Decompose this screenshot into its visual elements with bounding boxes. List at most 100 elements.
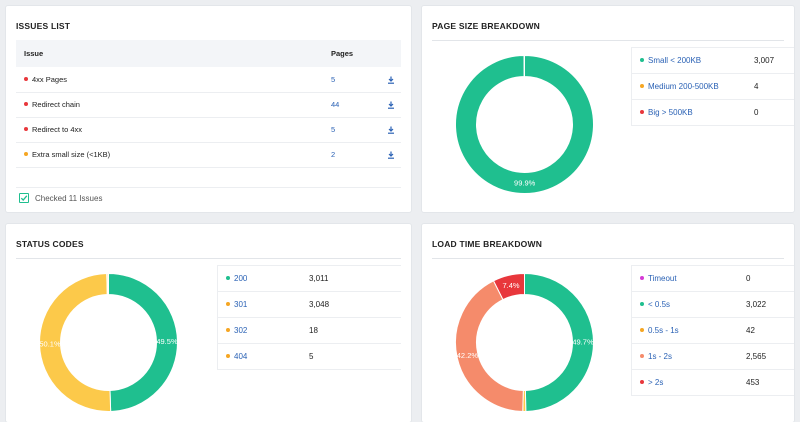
legend-value: 3,022	[746, 291, 794, 318]
legend-color-dot-icon	[640, 353, 644, 358]
legend-value: 5	[309, 343, 401, 370]
issue-label[interactable]: Redirect to 4xx	[32, 125, 83, 134]
issue-label[interactable]: Redirect chain	[32, 100, 80, 109]
load-time-title: LOAD TIME BREAKDOWN	[432, 239, 543, 249]
legend-label[interactable]: Big > 500KB	[648, 108, 693, 117]
legend-value: 42	[746, 317, 794, 344]
checked-issues-text: Checked 11 Issues	[35, 193, 103, 203]
legend-value: 3,011	[309, 265, 401, 292]
legend-label[interactable]: Timeout	[648, 274, 677, 283]
legend-color-dot-icon	[226, 353, 230, 358]
legend-color-dot-icon	[640, 83, 644, 88]
severity-dot-icon	[24, 152, 28, 157]
legend-label[interactable]: 1s - 2s	[648, 352, 673, 361]
issue-label[interactable]: 4xx Pages	[32, 74, 68, 84]
checked-issues-status: Checked 11 Issues	[19, 193, 102, 203]
donut-slice[interactable]	[455, 54, 594, 194]
legend-color-dot-icon	[226, 275, 230, 280]
legend-value: 0	[754, 99, 794, 126]
page-size-donut-chart: 99.9%	[455, 54, 594, 194]
legend-label[interactable]: 0.5s - 1s	[648, 326, 679, 335]
legend-row: > 2s 453	[631, 369, 794, 396]
donut-percent-label: 99.9%	[514, 178, 536, 187]
donut-percent-label: 49.5%	[156, 337, 178, 346]
legend-row: Medium 200-500KB 4	[631, 73, 794, 100]
legend-value: 2,565	[746, 343, 794, 370]
legend-value: 18	[309, 317, 401, 344]
status-codes-card: STATUS CODES 49.5% 50.1% 200 3,011 301 3,048…	[6, 224, 411, 422]
issue-row[interactable]: Extra small size (<1KB) 2	[16, 142, 401, 168]
donut-percent-label: 7.4%	[502, 281, 519, 290]
legend-row: 1s - 2s 2,565	[631, 343, 794, 370]
status-codes-title: STATUS CODES	[16, 239, 84, 249]
legend-label[interactable]: Medium 200-500KB	[648, 82, 719, 91]
legend-label[interactable]: Small < 200KB	[648, 56, 702, 65]
legend-row: 301 3,048	[217, 291, 401, 318]
page-size-legend: Small < 200KB 3,007 Medium 200-500KB 4 Big >…	[631, 47, 794, 126]
legend-label[interactable]: < 0.5s	[648, 300, 671, 309]
page-size-title: PAGE SIZE BREAKDOWN	[432, 21, 541, 31]
legend-value: 453	[746, 369, 794, 396]
legend-row: Timeout 0	[631, 265, 794, 292]
legend-color-dot-icon	[640, 57, 644, 62]
legend-row: 200 3,011	[217, 265, 401, 292]
donut-slice[interactable]	[492, 272, 525, 301]
legend-row: Small < 200KB 3,007	[631, 47, 794, 74]
issue-column-header: Issue	[16, 40, 325, 67]
pages-column-header: Pages	[325, 40, 381, 67]
issue-label[interactable]: Extra small size (<1KB)	[32, 150, 111, 159]
donut-percent-label: 50.1%	[39, 340, 61, 349]
severity-dot-icon	[24, 102, 28, 107]
legend-row: 404 5	[217, 343, 401, 370]
donut-slice[interactable]	[39, 273, 112, 412]
donut-percent-label: 49.7%	[572, 337, 594, 346]
legend-color-dot-icon	[640, 109, 644, 114]
issue-row[interactable]: Redirect to 4xx 5	[16, 117, 401, 143]
legend-label[interactable]: 200	[234, 274, 248, 283]
issues-list-card: ISSUES LIST Issue Pages 4xx Pages 5 Redire…	[6, 6, 411, 212]
issues-table: Issue Pages 4xx Pages 5 Redirect chain 44 Re…	[16, 40, 401, 168]
legend-color-dot-icon	[640, 275, 644, 280]
checkbox-checked-icon	[19, 193, 29, 203]
load-time-card: LOAD TIME BREAKDOWN 49.7% 42.2% 7.4% Timeo…	[422, 224, 794, 422]
legend-value: 3,048	[309, 291, 401, 318]
issues-list-title: ISSUES LIST	[16, 21, 71, 31]
download-icon[interactable]	[387, 76, 395, 84]
issue-pages-link[interactable]: 2	[331, 150, 336, 159]
download-icon[interactable]	[387, 101, 395, 109]
legend-label[interactable]: 404	[234, 352, 248, 361]
download-icon[interactable]	[387, 126, 395, 134]
legend-label[interactable]: 301	[234, 300, 248, 309]
donut-percent-label: 42.2%	[457, 351, 479, 360]
issue-pages-link[interactable]: 5	[331, 125, 336, 134]
legend-color-dot-icon	[226, 301, 230, 306]
legend-row: 0.5s - 1s 42	[631, 317, 794, 344]
severity-dot-icon	[24, 76, 28, 81]
severity-dot-icon	[24, 127, 28, 132]
page-size-card: PAGE SIZE BREAKDOWN 99.9% Small < 200KB 3…	[422, 6, 794, 212]
issue-row[interactable]: Redirect chain 44	[16, 92, 401, 118]
load-time-donut-chart: 49.7% 42.2% 7.4%	[455, 272, 595, 412]
legend-label[interactable]: > 2s	[648, 378, 664, 387]
legend-color-dot-icon	[640, 379, 644, 384]
legend-value: 0	[746, 265, 794, 292]
legend-value: 4	[754, 73, 794, 100]
issue-pages-link[interactable]: 44	[331, 100, 340, 109]
download-icon[interactable]	[387, 151, 395, 159]
issue-row[interactable]: 4xx Pages 5	[16, 67, 401, 93]
donut-slice[interactable]	[108, 272, 178, 412]
issue-pages-link[interactable]: 5	[331, 74, 336, 84]
legend-color-dot-icon	[226, 327, 230, 332]
legend-row: Big > 500KB 0	[631, 99, 794, 126]
legend-row: 302 18	[217, 317, 401, 344]
legend-color-dot-icon	[640, 327, 644, 332]
status-codes-donut-chart: 49.5% 50.1%	[39, 272, 178, 412]
legend-label[interactable]: 302	[234, 326, 248, 335]
legend-row: < 0.5s 3,022	[631, 291, 794, 318]
donut-slice[interactable]	[524, 272, 595, 412]
status-codes-legend: 200 3,011 301 3,048 302 18 404 5	[217, 265, 401, 370]
legend-value: 3,007	[754, 47, 794, 74]
donut-slice[interactable]	[455, 280, 524, 412]
legend-color-dot-icon	[640, 301, 644, 306]
load-time-legend: Timeout 0 < 0.5s 3,022 0.5s - 1s 42 1s - 2s 2,5…	[631, 265, 794, 396]
